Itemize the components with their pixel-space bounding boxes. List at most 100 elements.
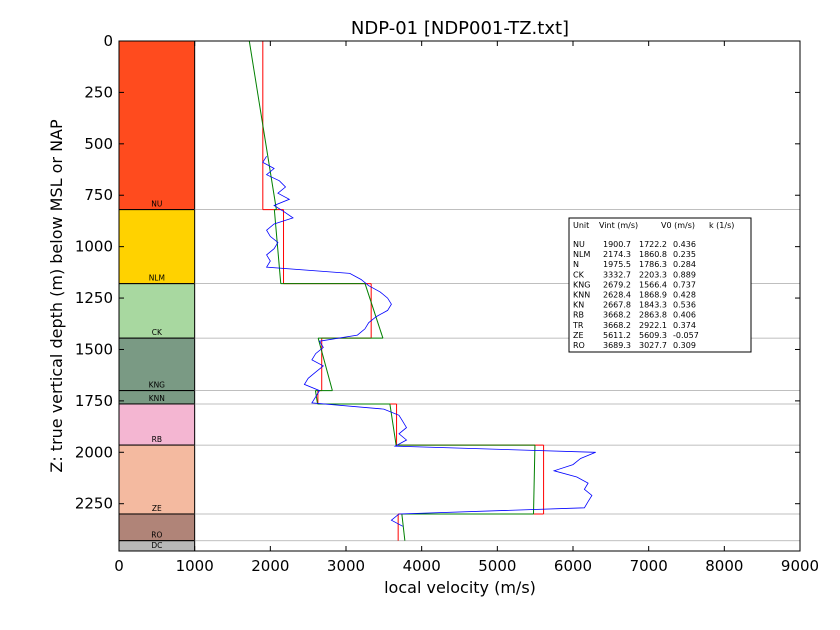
table-cell: 2667.8 <box>603 301 631 310</box>
table-cell: 3689.3 <box>603 341 631 350</box>
table-cell: 0.284 <box>673 260 696 269</box>
x-tick-label: 0 <box>114 557 124 575</box>
table-cell: 1786.3 <box>639 260 667 269</box>
table-cell: ZE <box>573 331 584 340</box>
table-cell: 0.428 <box>673 291 696 300</box>
unit-block-kng <box>118 337 196 392</box>
table-cell: 2679.2 <box>603 280 631 289</box>
x-tick-label: 8000 <box>705 557 743 575</box>
y-tick-label: 0 <box>103 32 113 50</box>
x-tick-label: 3000 <box>327 557 365 575</box>
x-tick-label: 7000 <box>630 557 668 575</box>
y-axis-title: Z: true vertical depth (m) below MSL or … <box>47 119 66 473</box>
table-cell: 3332.7 <box>603 270 631 279</box>
unit-label-nu: NU <box>151 200 162 209</box>
unit-label-knn: KNN <box>149 394 165 403</box>
unit-boundaries <box>194 209 800 542</box>
y-tick-label: 750 <box>84 186 113 204</box>
table-cell: 5611.2 <box>603 331 631 340</box>
table-cell: 2922.1 <box>639 321 667 330</box>
table-cell: NLM <box>573 250 590 259</box>
y-axis: 0 250 500 750 1000 1250 1500 1750 2000 2250 <box>75 32 800 513</box>
unit-block-rb <box>118 403 196 446</box>
interval-velocity-table: Unit Vint (m/s) V0 (m/s) k (1/s) NU 1900.7 172… <box>568 217 752 353</box>
table-cell: RB <box>573 311 584 320</box>
y-tick-label: 1250 <box>75 289 113 307</box>
table-cell: 1860.8 <box>639 250 667 259</box>
v0k-segment-4 <box>314 390 319 405</box>
table-cell: 0.235 <box>673 250 696 259</box>
y-tick-label: 2000 <box>75 443 113 461</box>
table-cell: 3668.2 <box>603 311 631 320</box>
y-tick-label: 1500 <box>75 340 113 358</box>
unit-label-ro: RO <box>151 531 162 540</box>
table-cell: 0.436 <box>673 240 696 249</box>
y-tick-label: 1750 <box>75 392 113 410</box>
table-cell: 3027.7 <box>639 341 667 350</box>
table-cell: 0.374 <box>673 321 696 330</box>
x-tick-label: 4000 <box>403 557 441 575</box>
table-cell: 3668.2 <box>603 321 631 330</box>
unit-label-ck: CK <box>152 328 163 337</box>
table-cell: CK <box>573 270 585 279</box>
series-layer <box>248 40 596 541</box>
x-axis: 0 1000 2000 3000 4000 5000 6000 7000 8000 9000 <box>114 41 819 575</box>
unit-label-dc: DC <box>151 541 162 550</box>
unit-label-rb: RB <box>152 435 162 444</box>
unit-block-nlm <box>118 209 196 285</box>
x-tick-label: 5000 <box>478 557 516 575</box>
table-cell: 2863.8 <box>639 311 667 320</box>
unit-block-nu <box>118 40 196 211</box>
v0k-segment-5 <box>389 403 397 446</box>
y-tick-label: 500 <box>84 135 113 153</box>
table-cell: 0.406 <box>673 311 696 320</box>
table-header-cell: Vint (m/s) <box>599 221 638 230</box>
table-cell: -0.057 <box>673 331 699 340</box>
v0k-segment-1 <box>273 209 282 284</box>
table-cell: 0.737 <box>673 280 696 289</box>
table-cell: 5609.3 <box>639 331 667 340</box>
v0k-segment-2 <box>364 283 384 339</box>
unit-label-kng: KNG <box>149 381 166 390</box>
table-box <box>568 217 752 353</box>
table-cell: KNN <box>573 291 590 300</box>
table-cell: 0.309 <box>673 341 696 350</box>
table-cell: KN <box>573 301 584 310</box>
chart-title: NDP-01 [NDP001-TZ.txt] <box>351 18 569 39</box>
table-cell: RO <box>573 341 585 350</box>
x-axis-title: local velocity (m/s) <box>384 578 536 597</box>
table-cell: 2203.3 <box>639 270 667 279</box>
y-tick-label: 250 <box>84 83 113 101</box>
unit-block-ck <box>118 283 196 339</box>
table-cell: 1722.2 <box>639 240 667 249</box>
x-tick-label: 1000 <box>176 557 214 575</box>
table-cell: 0.536 <box>673 301 696 310</box>
table-cell: N <box>573 260 579 269</box>
y-tick-label: 1000 <box>75 238 113 256</box>
table-cell: 1868.9 <box>639 291 667 300</box>
v0k-segment-6 <box>533 445 536 514</box>
plot-frame <box>118 40 801 552</box>
table-cell: 1843.3 <box>639 301 667 310</box>
v0k-segment-3 <box>317 338 333 391</box>
table-cell: NU <box>573 240 585 249</box>
x-tick-label: 6000 <box>554 557 592 575</box>
v0k-segment-7 <box>401 513 406 541</box>
table-header-cell: k (1/s) <box>709 221 734 230</box>
table-cell: 2628.4 <box>603 291 631 300</box>
measured-velocity-line <box>262 155 596 527</box>
table-cell: 1975.5 <box>603 260 631 269</box>
table-cell: 1900.7 <box>603 240 631 249</box>
x-tick-label: 2000 <box>251 557 289 575</box>
v0k-segment-0 <box>248 40 277 210</box>
table-cell: 1566.4 <box>639 280 667 289</box>
table-cell: 0.889 <box>673 270 696 279</box>
table-header-cell: Unit <box>573 221 589 230</box>
table-cell: TR <box>572 321 584 330</box>
x-tick-label: 9000 <box>781 557 819 575</box>
table-cell: KNG <box>573 280 590 289</box>
table-header-cell: V0 (m/s) <box>661 221 695 230</box>
table-cell: 2174.3 <box>603 250 631 259</box>
